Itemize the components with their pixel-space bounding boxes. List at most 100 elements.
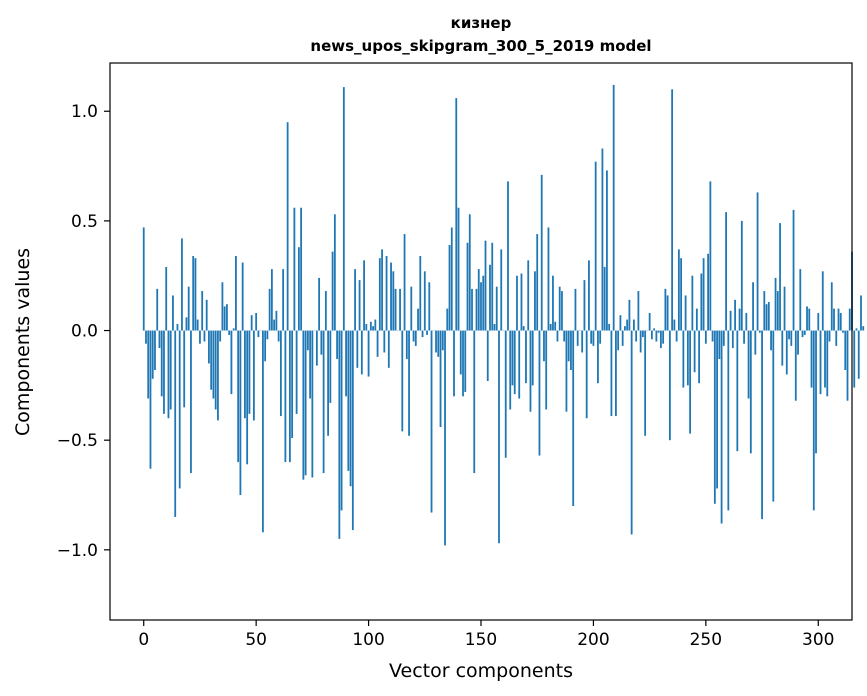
bars-group <box>142 84 865 546</box>
bar <box>758 330 761 333</box>
bar <box>574 288 577 331</box>
bar <box>615 330 617 417</box>
bar <box>626 319 629 331</box>
bar <box>792 209 795 331</box>
bar <box>302 330 305 480</box>
bar <box>763 291 766 331</box>
bar <box>772 330 775 502</box>
bar <box>475 288 478 331</box>
bar <box>668 330 671 441</box>
bar <box>401 330 404 432</box>
bar <box>848 308 851 331</box>
bar <box>716 330 718 489</box>
x-tick-label: 200 <box>577 630 609 650</box>
bar <box>439 330 442 428</box>
bar <box>828 330 831 342</box>
bar <box>698 330 700 384</box>
bar <box>378 258 381 331</box>
bar <box>606 170 608 331</box>
bar <box>842 330 844 333</box>
bar <box>644 330 647 436</box>
bar <box>414 330 417 346</box>
bar <box>725 212 727 331</box>
chart-title-line1: кизнер <box>451 14 512 32</box>
y-tick-label: 0.5 <box>71 212 98 232</box>
bar <box>217 330 219 421</box>
bar <box>151 330 154 379</box>
bar <box>689 330 692 434</box>
bar <box>610 330 613 417</box>
y-tick-label: −1.0 <box>57 541 98 561</box>
bar <box>450 227 453 331</box>
bar <box>232 328 235 331</box>
bar <box>304 330 307 476</box>
bar <box>165 266 168 331</box>
bar <box>466 242 469 331</box>
bar <box>374 319 377 331</box>
bar <box>556 330 559 342</box>
bar <box>588 260 590 331</box>
bar <box>421 330 424 338</box>
bar <box>358 280 361 331</box>
bar <box>145 330 147 344</box>
bar <box>390 262 392 331</box>
bar <box>785 330 788 375</box>
bar <box>799 269 802 331</box>
bar <box>484 240 487 331</box>
bar <box>700 273 703 331</box>
bar <box>309 330 312 399</box>
bar <box>711 330 714 342</box>
bar <box>419 255 422 331</box>
bar <box>695 308 698 331</box>
bar <box>273 319 276 331</box>
bar <box>322 330 325 474</box>
bar <box>522 326 525 331</box>
chart-title-line2: news_upos_skipgram_300_5_2019 model <box>310 37 651 55</box>
bar <box>826 330 829 397</box>
x-axis-label: Vector components <box>389 660 573 682</box>
bar <box>255 312 258 331</box>
bar <box>529 330 532 412</box>
bar <box>853 330 856 388</box>
bar <box>181 238 183 331</box>
bar <box>603 266 606 331</box>
x-tick-label: 100 <box>352 630 384 650</box>
bar <box>534 271 536 331</box>
bar <box>329 330 332 403</box>
bar <box>677 249 680 331</box>
bar <box>174 330 177 517</box>
bar <box>630 330 633 535</box>
bar <box>518 330 521 399</box>
bar <box>183 330 186 408</box>
bar <box>223 306 226 331</box>
bar <box>599 330 602 344</box>
bar <box>511 330 514 386</box>
bar <box>747 330 750 399</box>
bar <box>372 326 374 331</box>
bar <box>520 273 523 331</box>
bar <box>471 288 473 331</box>
bar <box>790 330 793 346</box>
bar <box>558 286 561 331</box>
bar <box>428 282 431 331</box>
bar <box>241 262 244 331</box>
bar <box>376 330 379 357</box>
bar <box>266 330 269 340</box>
bar <box>637 291 640 331</box>
bar <box>527 260 530 331</box>
bar <box>426 330 428 335</box>
bar <box>779 223 781 331</box>
bar <box>808 308 811 331</box>
bar <box>250 315 253 331</box>
bar <box>163 330 165 414</box>
bar <box>662 330 665 344</box>
plot-frame <box>109 62 853 621</box>
bar <box>327 330 329 436</box>
bar <box>448 245 451 331</box>
bar <box>403 234 406 331</box>
bar <box>855 328 858 331</box>
bar <box>237 330 240 463</box>
bar <box>464 330 467 392</box>
bar <box>824 330 826 388</box>
bar <box>288 330 291 463</box>
